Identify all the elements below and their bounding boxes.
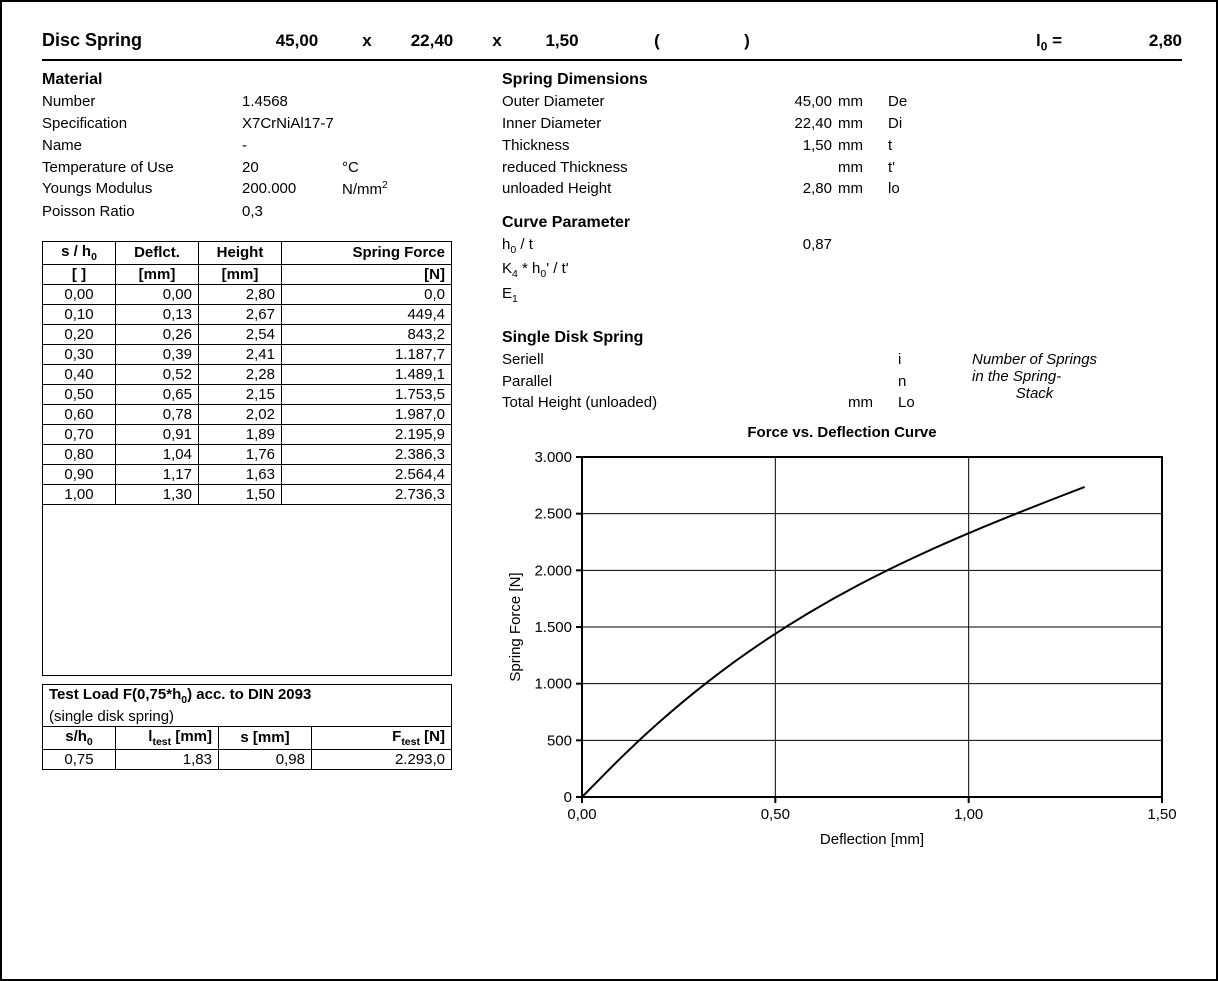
dimension-row: Outer Diameter45,00mmDe xyxy=(502,91,1182,113)
curve-param-title: Curve Parameter xyxy=(502,214,1182,232)
svg-text:Deflection [mm]: Deflection [mm] xyxy=(820,831,924,848)
header-de: 45,00 xyxy=(242,31,352,51)
single-title: Single Disk Spring xyxy=(502,329,1182,347)
table-row: 0,100,132,67449,4 xyxy=(43,304,452,324)
left-column: Material Number1.4568SpecificationX7CrNi… xyxy=(42,65,482,852)
svg-text:2.000: 2.000 xyxy=(534,562,572,579)
header-po: ( xyxy=(612,31,702,51)
dimensions-title: Spring Dimensions xyxy=(502,71,1182,89)
svg-text:500: 500 xyxy=(547,732,572,749)
test-load-head: s/h0 ltest [mm] s [mm] Ftest [N] xyxy=(43,726,452,749)
svg-text:0,00: 0,00 xyxy=(567,806,596,823)
svg-text:1.000: 1.000 xyxy=(534,676,572,693)
dimension-row: Thickness1,50mmt xyxy=(502,135,1182,157)
header-title: Disc Spring xyxy=(42,30,242,51)
table-row: 0,901,171,632.564,4 xyxy=(43,464,452,484)
table-head-2: [ ] [mm] [mm] [N] xyxy=(43,264,452,284)
table-row: 1,001,301,502.736,3 xyxy=(43,484,452,504)
curve-param-row: K4 * h0' / t' xyxy=(502,258,1182,282)
force-deflection-chart: 0,00 0,50 1,00 1,50 0 500 1.000 1.500 2.000 2.500… xyxy=(502,447,1182,852)
material-row: Number1.4568 xyxy=(42,91,482,113)
svg-text:2.500: 2.500 xyxy=(534,506,572,523)
right-column: Spring Dimensions Outer Diameter45,00mmD… xyxy=(482,65,1182,852)
spring-force-table: s / h0 Deflct. Height Spring Force [ ] [… xyxy=(42,241,452,505)
single-disk-row: Serielli xyxy=(502,349,972,371)
header-x2: x xyxy=(482,31,512,51)
chart-title: Force vs. Deflection Curve xyxy=(502,424,1182,441)
chart-container: Force vs. Deflection Curve 0,00 0,50 1,00 1… xyxy=(502,424,1182,852)
table-row: 0,801,041,762.386,3 xyxy=(43,444,452,464)
single-note: Number of Springs in the Spring- Stack xyxy=(972,349,1097,414)
table-row: 0,700,911,892.195,9 xyxy=(43,424,452,444)
header-t: 1,50 xyxy=(512,31,612,51)
single-disk-row: Total Height (unloaded)mmLo xyxy=(502,392,972,414)
header-line: Disc Spring 45,00 x 22,40 x 1,50 ( ) l0 … xyxy=(42,22,1182,61)
svg-text:0,50: 0,50 xyxy=(761,806,790,823)
table-row: 0,600,782,021.987,0 xyxy=(43,404,452,424)
svg-text:Spring Force [N]: Spring Force [N] xyxy=(507,572,524,681)
test-load-row: 0,75 1,83 0,98 2.293,0 xyxy=(43,749,452,769)
header-x1: x xyxy=(352,31,382,51)
blank-box xyxy=(42,505,452,676)
single-disk-row: Paralleln xyxy=(502,371,972,393)
svg-text:0: 0 xyxy=(564,789,572,806)
table-row: 0,200,262,54843,2 xyxy=(43,324,452,344)
material-row: Youngs Modulus200.000N/mm2 xyxy=(42,178,482,201)
curve-param-row: E1 xyxy=(502,283,1182,307)
content: Disc Spring 45,00 x 22,40 x 1,50 ( ) l0 … xyxy=(42,22,1182,852)
test-load-subtitle: (single disk spring) xyxy=(43,707,452,727)
material-title: Material xyxy=(42,71,482,89)
header-di: 22,40 xyxy=(382,31,482,51)
material-row: Name- xyxy=(42,135,482,157)
table-row: 0,500,652,151.753,5 xyxy=(43,384,452,404)
test-load-table: Test Load F(0,75*h0) acc. to DIN 2093 (s… xyxy=(42,684,452,770)
svg-text:3.000: 3.000 xyxy=(534,449,572,466)
table-row: 0,400,522,281.489,1 xyxy=(43,364,452,384)
table-head-1: s / h0 Deflct. Height Spring Force xyxy=(43,241,452,264)
curve-param-row: h0 / t0,87 xyxy=(502,234,1182,258)
material-row: SpecificationX7CrNiAl17-7 xyxy=(42,113,482,135)
header-lo-label: l0 = xyxy=(1036,31,1062,53)
test-load-title: Test Load F(0,75*h0) acc. to DIN 2093 xyxy=(43,684,452,707)
material-row: Temperature of Use20°C xyxy=(42,157,482,179)
svg-text:1,50: 1,50 xyxy=(1147,806,1176,823)
svg-text:1,00: 1,00 xyxy=(954,806,983,823)
page-frame: Disc Spring 45,00 x 22,40 x 1,50 ( ) l0 … xyxy=(0,0,1218,981)
svg-text:1.500: 1.500 xyxy=(534,619,572,636)
table-row: 0,000,002,800,0 xyxy=(43,284,452,304)
dimension-row: reduced Thicknessmmt' xyxy=(502,157,1182,179)
material-row: Poisson Ratio0,3 xyxy=(42,201,482,223)
dimension-row: unloaded Height2,80mmlo xyxy=(502,178,1182,200)
table-row: 0,300,392,411.187,7 xyxy=(43,344,452,364)
header-lo-val: 2,80 xyxy=(1062,31,1182,51)
dimension-row: Inner Diameter22,40mmDi xyxy=(502,113,1182,135)
header-pc: ) xyxy=(702,31,792,51)
